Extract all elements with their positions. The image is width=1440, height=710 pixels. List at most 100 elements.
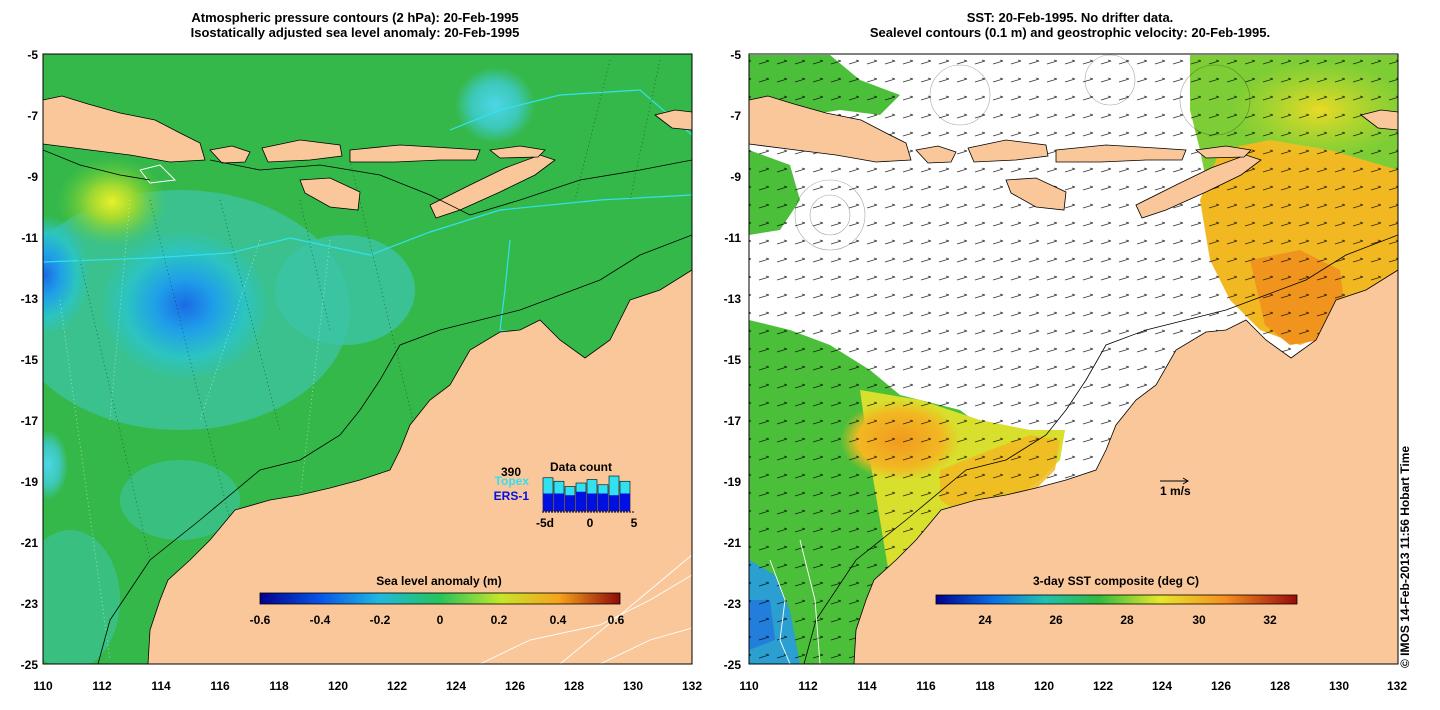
left-x-tick: 110 (33, 679, 53, 693)
left-map-frame (42, 53, 693, 665)
ers1-count-bar (554, 493, 564, 511)
java-island-right (749, 95, 912, 163)
left-x-tick: 122 (387, 679, 407, 693)
left-colorbar-tick: 0 (437, 613, 444, 627)
left-colorbar-tick: 0.4 (550, 613, 567, 627)
left-land (43, 95, 692, 664)
left-y-tick: -7 (27, 109, 38, 123)
right-colorbar-tick: 24 (978, 613, 992, 627)
ers1-count-bar (620, 493, 630, 511)
right-y-tick: -5 (730, 48, 741, 62)
high-anomaly (57, 157, 167, 247)
data-count-value: 390 (501, 465, 521, 479)
left-x-tick: 126 (505, 679, 525, 693)
right-x-tick: 124 (1152, 679, 1172, 693)
flores (349, 144, 481, 163)
right-title-line2: Sealevel contours (0.1 m) and geostrophi… (869, 25, 1271, 40)
cyan-spot-north (455, 67, 535, 143)
right-x-tick: 118 (975, 679, 995, 693)
left-y-tick: -21 (21, 536, 39, 550)
left-y-tick: -9 (27, 170, 38, 184)
cyan-spot-west (43, 430, 68, 500)
low-anomaly-center (100, 230, 270, 380)
copyright-notice: © IMOS 14-Feb-2013 11:56 Hobart Time (1398, 445, 1412, 668)
right-colorbar-gradient (935, 594, 1298, 605)
isobath-right (803, 234, 1398, 664)
right-colorbar: 3-day SST composite (deg C) 24 26 28 30 … (935, 574, 1298, 627)
left-y-tick: -5 (27, 48, 38, 62)
right-colorbar-tick: 28 (1120, 613, 1134, 627)
sumba (299, 177, 361, 211)
right-colorbar-tick: 32 (1263, 613, 1277, 627)
left-y-ticks: -5 -7 -9 -11 -13 -15 -17 -19 -21 -23 -25 (21, 48, 39, 672)
right-y-tick: -25 (724, 658, 742, 672)
data-count-tick: 0 (587, 516, 594, 530)
right-y-tick: -9 (730, 170, 741, 184)
left-x-tick: 112 (92, 679, 112, 693)
right-x-tick: 112 (798, 679, 818, 693)
right-x-tick: 120 (1034, 679, 1054, 693)
ers1-count-bar (543, 493, 553, 511)
ers1-count-bar (587, 493, 597, 511)
right-x-tick: 110 (739, 679, 759, 693)
left-map (43, 54, 692, 664)
right-x-tick: 130 (1329, 679, 1349, 693)
left-x-tick: 132 (682, 679, 702, 693)
data-count-bars (542, 475, 631, 512)
right-y-tick: -17 (724, 414, 742, 428)
timor-right (1135, 154, 1262, 219)
right-y-tick: -15 (724, 353, 742, 367)
right-map-title: SST: 20-Feb-1995. No drifter data. Seale… (720, 10, 1420, 40)
bali-lombok (209, 145, 251, 164)
left-map-title: Atmospheric pressure contours (2 hPa): 2… (5, 10, 705, 40)
left-y-tick: -23 (21, 597, 39, 611)
isobath-left-north (209, 159, 692, 216)
velocity-scale-label: 1 m/s (1160, 484, 1191, 498)
left-title-line2: Isostatically adjusted sea level anomaly… (190, 25, 520, 40)
right-colorbar-tick: 26 (1049, 613, 1063, 627)
left-y-tick: -15 (21, 353, 39, 367)
left-y-tick: -19 (21, 475, 39, 489)
left-colorbar-tick: -0.6 (250, 613, 271, 627)
white-contours-left (479, 554, 692, 664)
topex-label: Topex (495, 474, 530, 488)
pressure-contour-2 (449, 89, 692, 136)
right-x-tick: 116 (916, 679, 936, 693)
right-land (749, 95, 1398, 664)
left-y-tick: -17 (21, 414, 39, 428)
right-x-tick: 132 (1387, 679, 1407, 693)
right-x-tick: 122 (1093, 679, 1113, 693)
left-colorbar-tick: -0.4 (310, 613, 331, 627)
wetar-right (1195, 145, 1252, 159)
left-x-tick: 120 (328, 679, 348, 693)
right-x-tick: 114 (857, 679, 877, 693)
australia-right (853, 269, 1398, 664)
left-colorbar: Sea level anomaly (m) -0.6 -0.4 -0.2 0 0… (250, 574, 625, 627)
left-x-tick: 128 (564, 679, 584, 693)
right-map-frame (748, 53, 1399, 665)
cyan-region-south (120, 460, 240, 540)
wetar (489, 145, 546, 159)
left-y-tick: -13 (21, 292, 39, 306)
left-x-ticks: 110 112 114 116 118 120 122 124 126 128 … (33, 679, 702, 693)
java-island (43, 95, 206, 163)
right-map (749, 54, 1398, 664)
right-y-tick: -11 (724, 231, 741, 245)
pressure-contour-5 (139, 164, 177, 184)
altimeter-tracks (79, 59, 661, 561)
data-count-title: Data count (550, 460, 612, 474)
left-x-tick: 116 (210, 679, 230, 693)
isobath-left-north2 (43, 149, 151, 181)
right-y-tick: -13 (724, 292, 742, 306)
right-colorbar-title: 3-day SST composite (deg C) (1033, 574, 1199, 588)
left-title-line1: Atmospheric pressure contours (2 hPa): 2… (191, 10, 519, 25)
altimeter-tracks-light (59, 199, 331, 661)
isobath-left (97, 234, 692, 664)
right-y-tick: -21 (724, 536, 742, 550)
data-count-inset: 390 Topex ERS-1 Data count -5d 0 5 (494, 460, 638, 530)
left-colorbar-tick: 0.2 (491, 613, 508, 627)
ers1-count-bar (576, 491, 586, 511)
sumbawa (261, 139, 343, 163)
right-y-tick: -19 (724, 475, 742, 489)
